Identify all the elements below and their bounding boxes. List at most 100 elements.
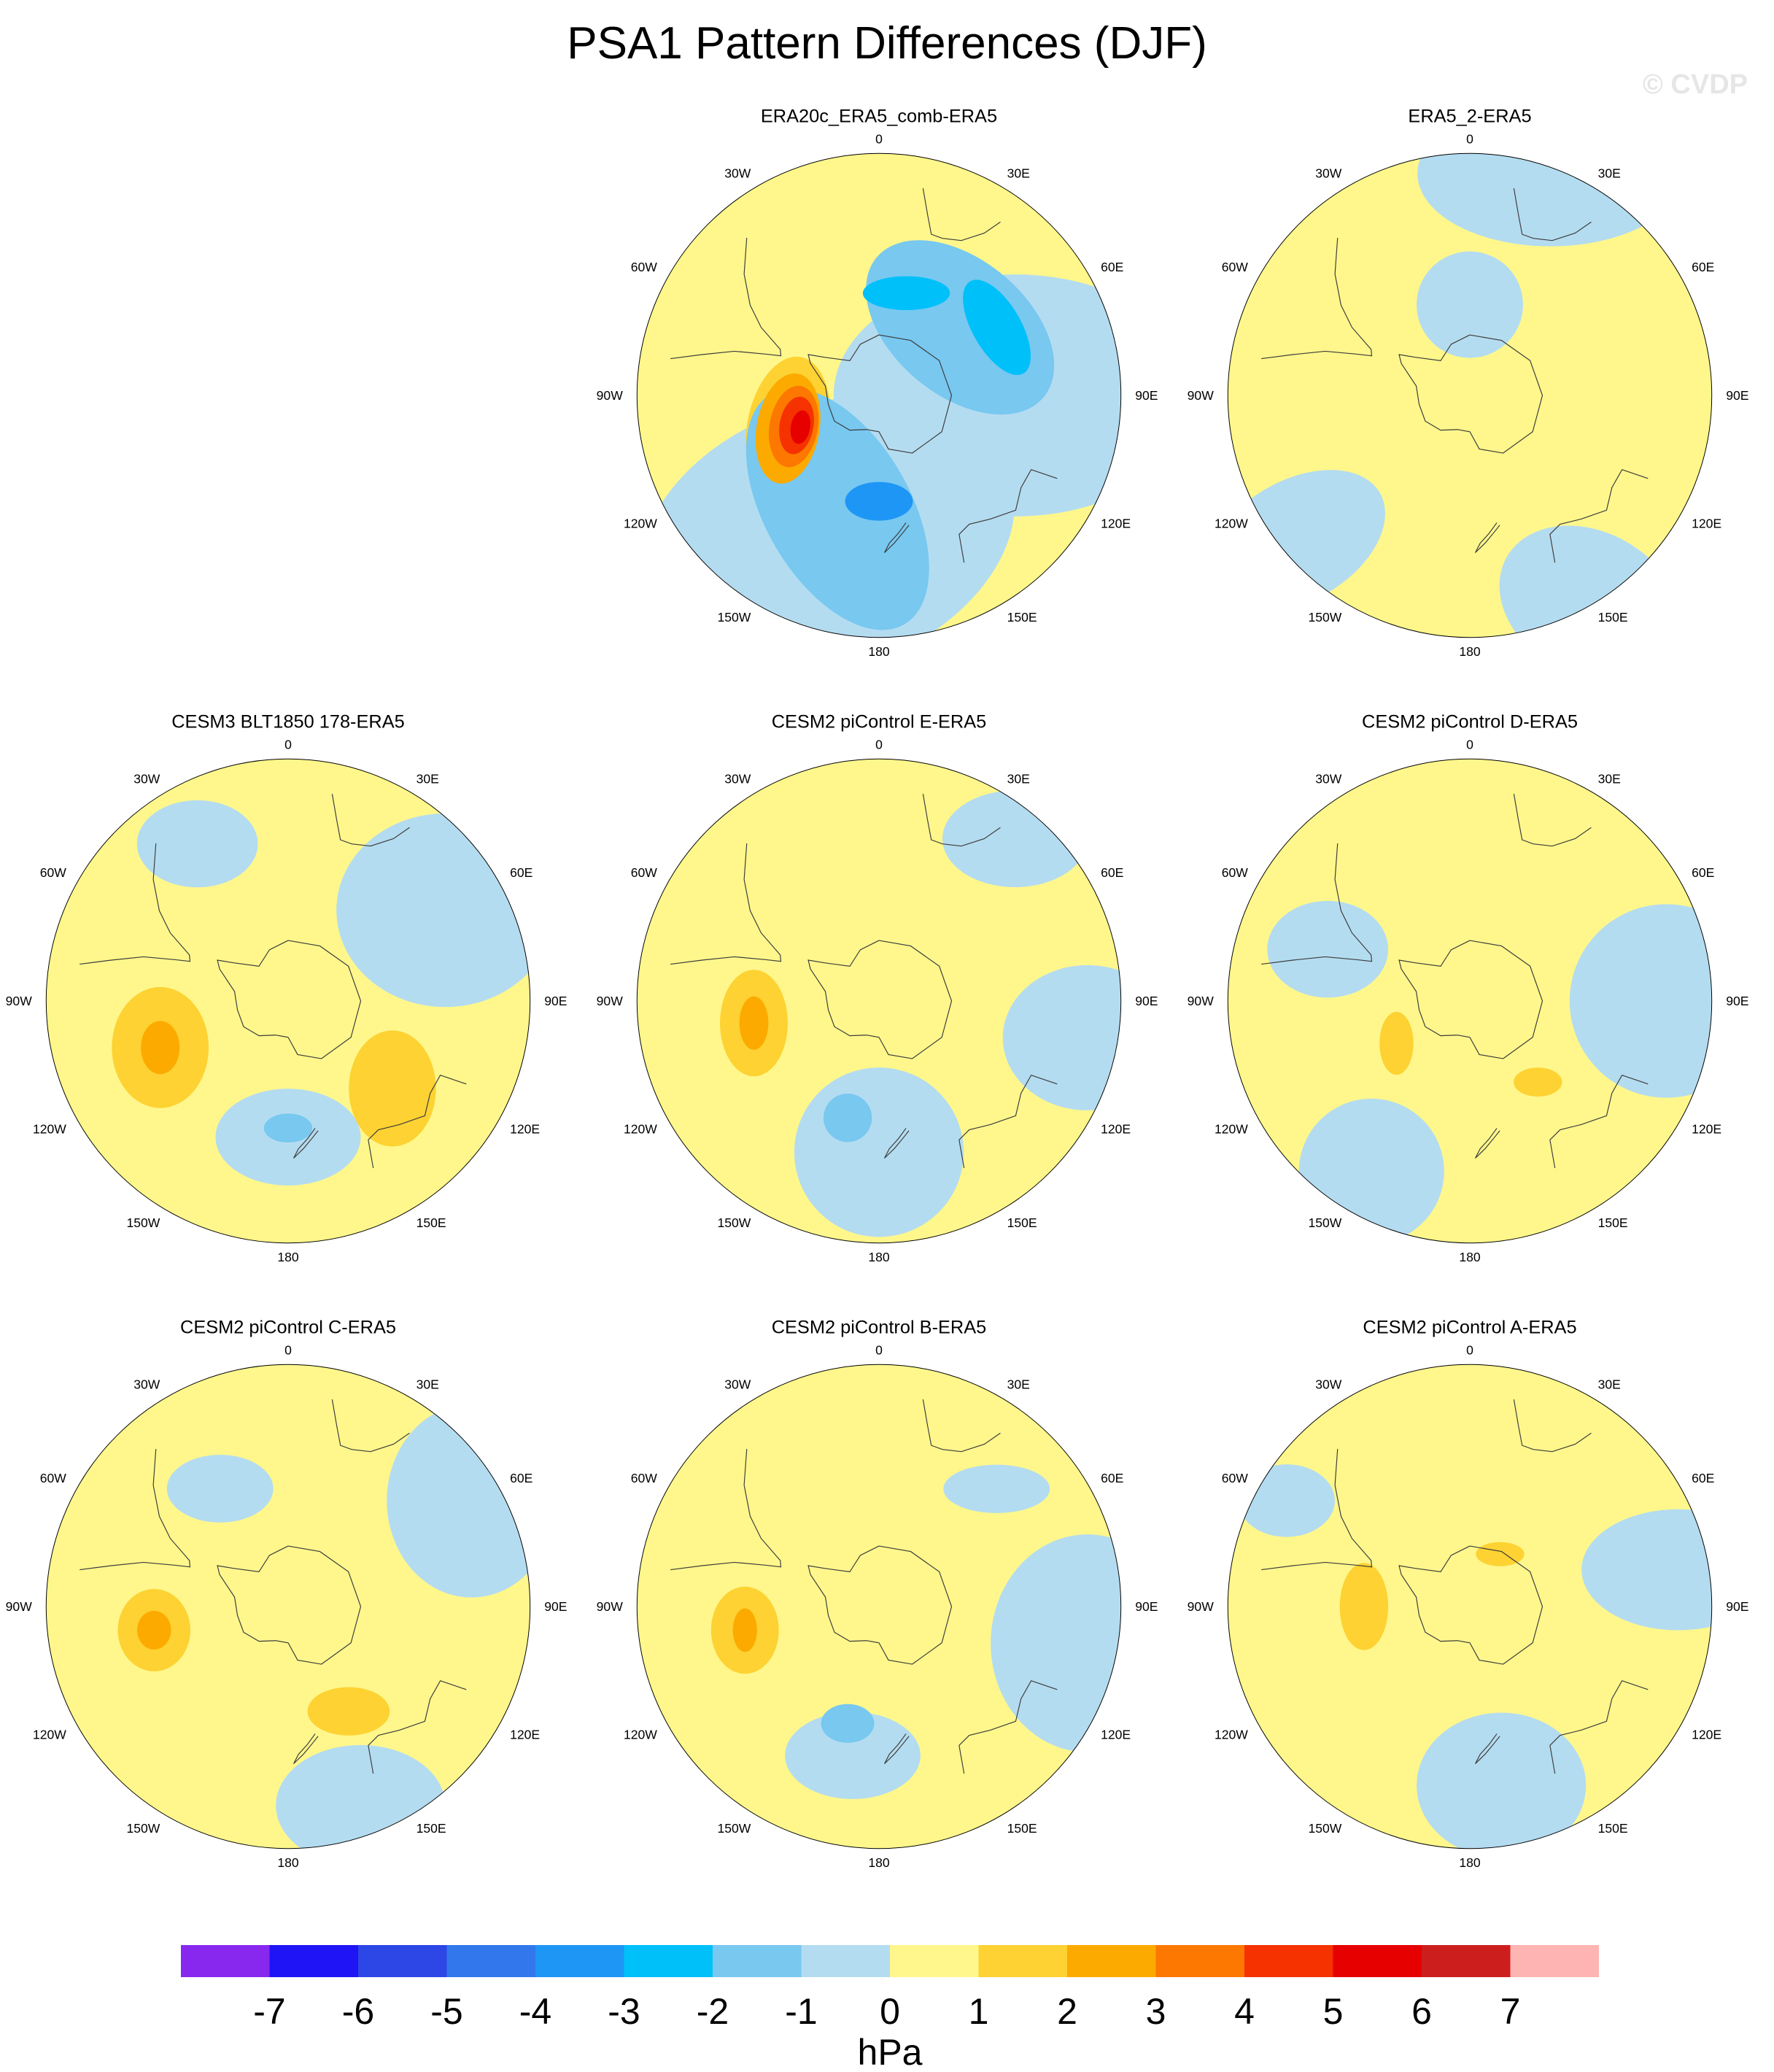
lon-label: 0 xyxy=(875,738,883,752)
contour-region xyxy=(991,1534,1121,1752)
colorbar-swatch xyxy=(801,1945,891,1977)
lon-label: 30W xyxy=(133,1377,160,1392)
coastline xyxy=(670,843,782,965)
colorbar-swatch xyxy=(713,1945,802,1977)
coastline xyxy=(807,334,953,454)
map-rim xyxy=(1227,1364,1713,1849)
lon-label: 90W xyxy=(1188,994,1215,1008)
contour-region xyxy=(1581,1509,1712,1631)
colorbar: -7 -6 -5 -4 -3 -2 -1 0 1 2 3 4 5 6 7 hPa xyxy=(181,1945,1599,2072)
lon-label: 60W xyxy=(631,865,658,880)
contour-region xyxy=(845,482,913,521)
colorbar-swatch xyxy=(1510,1945,1599,1977)
lon-label: 30E xyxy=(417,772,439,786)
contour-region xyxy=(166,1454,274,1523)
colorbar-tick-label: -3 xyxy=(608,1991,640,2032)
lon-label: 90W xyxy=(597,1599,624,1614)
map-rim xyxy=(636,152,1122,638)
colorbar-swatch xyxy=(535,1945,624,1977)
colorbar-tick-label: 7 xyxy=(1500,1991,1521,2032)
lon-label: 120E xyxy=(1101,1121,1131,1136)
lon-label: 30W xyxy=(133,772,160,786)
colorbar-unit-label: hPa xyxy=(858,2032,923,2072)
panel-title: CESM2 piControl C-ERA5 xyxy=(180,1317,396,1337)
map-field xyxy=(1228,1364,1712,1849)
coastline xyxy=(1474,1128,1500,1159)
lon-label: 120E xyxy=(1692,1727,1721,1742)
lon-label: 90W xyxy=(6,994,33,1008)
coastline xyxy=(1549,1680,1649,1774)
lon-label: 90W xyxy=(1188,1599,1215,1614)
colorbar-tick-label: -6 xyxy=(342,1991,374,2032)
lon-label: 120W xyxy=(624,1121,657,1136)
coastline xyxy=(922,188,1001,241)
contour-region xyxy=(821,1704,875,1743)
colorbar-tick-label: -5 xyxy=(430,1991,462,2032)
lon-label: 150W xyxy=(718,1821,751,1836)
coastline xyxy=(1513,793,1592,847)
lon-label: 30W xyxy=(724,1377,751,1392)
lon-label: 30E xyxy=(417,1377,439,1392)
watermark: © CVDP xyxy=(1642,69,1748,100)
lon-label: 120E xyxy=(1101,516,1131,530)
coastline xyxy=(670,237,782,360)
coastline xyxy=(1261,237,1373,360)
map-rim xyxy=(45,758,531,1244)
map-panel-cesm2a: CESM2 piControl A-ERA5 0 30E 60E 90E 120E 150E… xyxy=(1178,1315,1762,1898)
lon-label: 90E xyxy=(1726,994,1748,1008)
contour-region xyxy=(823,1094,872,1143)
lon-label: 120W xyxy=(624,516,657,530)
map-svg: ERA5_2-ERA5 0 30E 60E 90E 120E 150E 180 150W 120W… xyxy=(1188,106,1749,659)
colorbar-swatch xyxy=(1244,1945,1333,1977)
map-panel-cesm2b: CESM2 piControl B-ERA5 0 30E 60E 90E 120E 150E… xyxy=(587,1315,1171,1898)
lon-label: 60W xyxy=(1222,865,1249,880)
colorbar-swatch xyxy=(890,1945,979,1977)
contour-region xyxy=(1002,965,1121,1110)
lon-label: 60E xyxy=(510,1471,532,1485)
contour-region xyxy=(1417,251,1523,358)
contour-region xyxy=(862,276,950,311)
colorbar-tick-label: 4 xyxy=(1234,1991,1255,2032)
contour-region xyxy=(137,1610,171,1650)
lon-label: 120W xyxy=(1215,1727,1248,1742)
lon-label: 90W xyxy=(1188,388,1215,403)
colorbar-swatch xyxy=(358,1945,447,1977)
contour-region xyxy=(1514,1067,1562,1097)
colorbar-swatch xyxy=(1067,1945,1156,1977)
coastline xyxy=(1474,1733,1500,1764)
coastline xyxy=(958,1680,1058,1774)
lon-label: 30W xyxy=(1315,1377,1342,1392)
lon-label: 150E xyxy=(417,1821,446,1836)
map-field xyxy=(46,759,530,1243)
lon-label: 30E xyxy=(1007,166,1030,181)
coastline xyxy=(331,1399,410,1453)
lon-label: 150E xyxy=(1007,1821,1037,1836)
lon-label: 120W xyxy=(1215,516,1248,530)
lon-label: 150E xyxy=(1007,610,1037,625)
lon-label: 150E xyxy=(1598,1215,1628,1230)
map-panel-era20c: ERA20c_ERA5_comb-ERA5 0 30E 60E 90E 120E 150E 1… xyxy=(587,104,1171,687)
map-panel-era5_2: ERA5_2-ERA5 0 30E 60E 90E 120E 150E 180 150W 120W… xyxy=(1178,104,1762,687)
colorbar-tick-label: 1 xyxy=(969,1991,989,2032)
lon-label: 180 xyxy=(1459,1855,1481,1870)
lon-label: 120E xyxy=(1692,516,1721,530)
lon-label: 60E xyxy=(1101,260,1123,274)
contour-region xyxy=(794,1067,964,1237)
lon-label: 150E xyxy=(417,1215,446,1230)
lon-label: 150W xyxy=(718,1215,751,1230)
lon-label: 90E xyxy=(1135,1599,1158,1614)
map-rim xyxy=(1227,152,1713,638)
contour-region xyxy=(1267,900,1389,998)
lon-label: 120W xyxy=(33,1121,66,1136)
lon-label: 60E xyxy=(1692,260,1714,274)
lon-label: 60E xyxy=(510,865,532,880)
colorbar-svg: -7 -6 -5 -4 -3 -2 -1 0 1 2 3 4 5 6 7 hPa xyxy=(181,1945,1599,2072)
lon-label: 60W xyxy=(1222,260,1249,274)
lon-label: 150E xyxy=(1598,1821,1628,1836)
lon-label: 0 xyxy=(875,1343,883,1358)
lon-label: 90W xyxy=(597,994,624,1008)
lon-label: 0 xyxy=(1466,132,1473,147)
coastline xyxy=(1398,940,1543,1059)
coastline xyxy=(1549,1075,1649,1169)
lon-label: 90E xyxy=(1135,388,1158,403)
